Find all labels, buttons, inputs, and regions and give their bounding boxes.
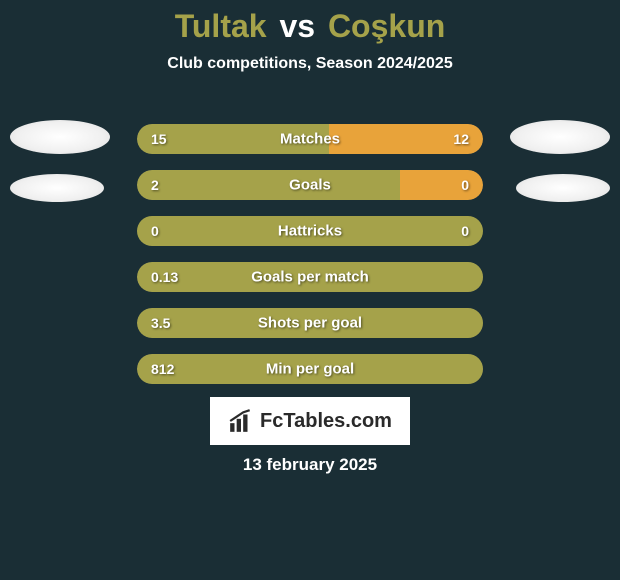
avatar-left-placeholder-1 <box>10 120 110 154</box>
chart-icon <box>228 408 254 434</box>
stat-bar: 3.5Shots per goal <box>137 308 483 338</box>
branding-text: FcTables.com <box>260 410 392 433</box>
avatar-left-placeholder-2 <box>10 174 104 202</box>
stat-label: Goals per match <box>137 269 483 286</box>
player-left-name: Tultak <box>175 8 267 44</box>
stat-label: Goals <box>137 177 483 194</box>
comparison-title: Tultak vs Coşkun <box>0 0 620 45</box>
stat-bar: 0.13Goals per match <box>137 262 483 292</box>
stat-value-right: 12 <box>453 131 469 147</box>
stat-label: Shots per goal <box>137 315 483 332</box>
stat-bar: 812Min per goal <box>137 354 483 384</box>
stat-value-right: 0 <box>461 223 469 239</box>
stat-value-right: 0 <box>461 177 469 193</box>
stat-label: Hattricks <box>137 223 483 240</box>
title-vs: vs <box>279 8 315 44</box>
avatar-right-placeholder-2 <box>516 174 610 202</box>
stat-bar: 2Goals0 <box>137 170 483 200</box>
avatar-right-placeholder-1 <box>510 120 610 154</box>
branding-badge: FcTables.com <box>210 397 410 445</box>
player-right-name: Coşkun <box>328 8 445 44</box>
stat-bar: 15Matches12 <box>137 124 483 154</box>
date-text: 13 february 2025 <box>0 455 620 475</box>
stat-label: Min per goal <box>137 361 483 378</box>
stats-bars: 15Matches122Goals00Hattricks00.13Goals p… <box>137 124 483 400</box>
stat-bar: 0Hattricks0 <box>137 216 483 246</box>
subtitle: Club competitions, Season 2024/2025 <box>0 55 620 73</box>
stat-label: Matches <box>137 131 483 148</box>
